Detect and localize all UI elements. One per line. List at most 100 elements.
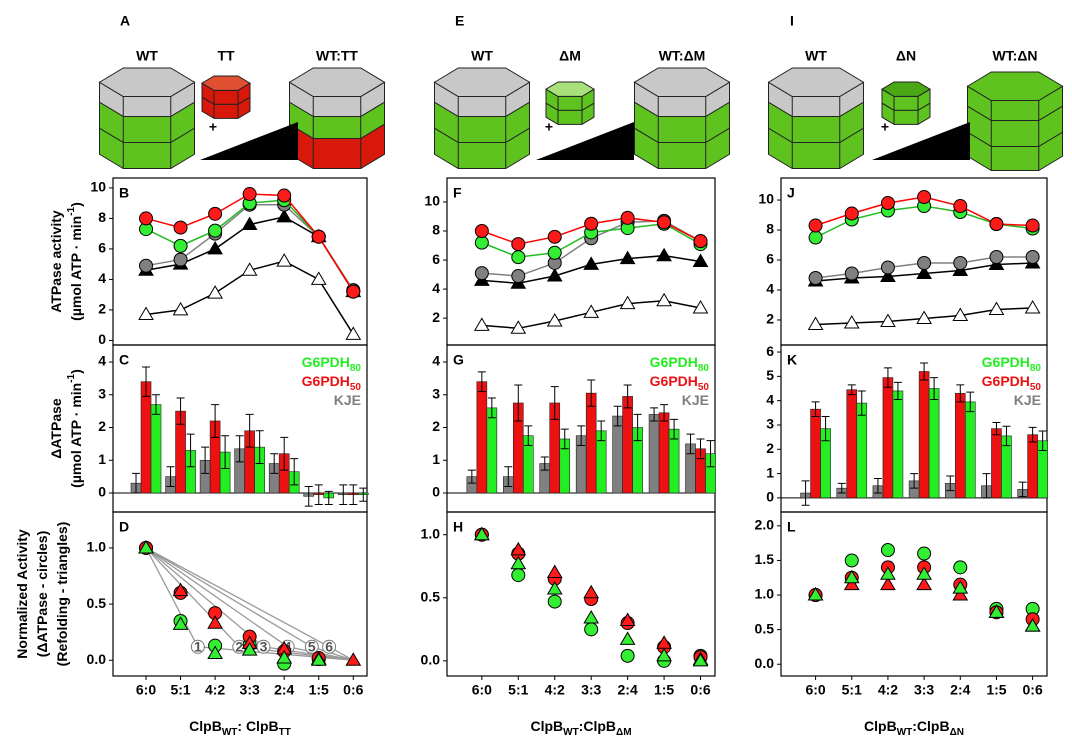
- x-tick-label: 6:0: [805, 682, 825, 698]
- error-bar: [339, 484, 348, 505]
- x-tick-label: 2:4: [950, 682, 970, 698]
- triangle-marker: [619, 631, 636, 645]
- panel-letter: J: [787, 185, 795, 201]
- error-bar: [540, 456, 549, 471]
- ratio-wedge: [872, 122, 970, 160]
- annotation: 5: [308, 638, 316, 654]
- x-tick-label: 2:4: [618, 682, 638, 698]
- legend-name: G6PDH: [982, 373, 1030, 389]
- bar: [892, 390, 904, 499]
- x-tick-label: 6:0: [136, 682, 156, 698]
- legend-subscript: 50: [350, 382, 362, 393]
- circle-marker: [1025, 250, 1040, 265]
- text-part: ΔM: [616, 727, 632, 738]
- circle-marker: [511, 250, 526, 265]
- error-bar: [801, 480, 810, 506]
- y-tick-label: 0.0: [755, 655, 775, 671]
- legend-entry: KJE: [1014, 392, 1041, 408]
- x-tick-label: 6:0: [472, 682, 492, 698]
- triangle-marker: [988, 604, 1005, 618]
- circle-marker: [547, 229, 562, 244]
- panel-letter: C: [119, 352, 129, 368]
- circle-marker: [208, 223, 223, 238]
- triangle-marker: [916, 265, 932, 279]
- circle-marker: [693, 234, 708, 249]
- x-tick-label: 2:4: [274, 682, 294, 698]
- triangle-marker: [807, 587, 824, 601]
- triangle-marker: [843, 569, 860, 584]
- triangle-marker: [207, 645, 223, 660]
- ring-illustration: [545, 81, 595, 125]
- triangle-marker: [241, 216, 258, 231]
- triangle-marker: [345, 326, 362, 340]
- error-bar: [883, 367, 892, 388]
- triangle-marker: [916, 566, 932, 580]
- triangle-marker: [583, 609, 600, 624]
- ring-top: [633, 67, 731, 97]
- error-bar: [847, 384, 856, 396]
- error-bar: [324, 490, 333, 505]
- plus-sign: +: [209, 119, 217, 135]
- y-tick-label: 5: [766, 367, 774, 383]
- annotation: 1: [194, 638, 202, 654]
- y-tick-label: 6: [432, 251, 440, 267]
- panel-letter: I: [790, 13, 794, 29]
- bar: [1027, 434, 1038, 499]
- y-tick-label: 0.0: [87, 651, 107, 667]
- y-tick-label: 1.5: [755, 551, 775, 567]
- triangle-marker: [546, 580, 563, 595]
- error-bar: [270, 453, 279, 474]
- y-axis-label: ATPase activity: [48, 210, 64, 313]
- error-bar: [811, 401, 820, 417]
- triangle-marker: [138, 306, 154, 320]
- triangle-marker: [988, 301, 1005, 315]
- x-axis-label: ClpBWT:ClpBΔN: [864, 718, 964, 738]
- triangle-marker: [916, 310, 932, 324]
- construct-title: ΔM: [559, 48, 581, 64]
- ring-top: [288, 67, 386, 97]
- ring-top: [767, 67, 865, 97]
- legend-name: G6PDH: [650, 354, 698, 370]
- construct-title: WT: [136, 48, 158, 64]
- legend-name: G6PDH: [302, 354, 350, 370]
- ring-top: [545, 81, 595, 97]
- triangle-marker: [843, 314, 860, 329]
- circle-marker: [808, 230, 823, 245]
- y-tick-label: 1.0: [87, 539, 107, 555]
- bar: [846, 389, 858, 499]
- triangle-marker: [619, 295, 636, 310]
- error-bar: [873, 477, 882, 494]
- circle-marker: [989, 250, 1004, 265]
- y-tick-label: 3: [98, 385, 106, 401]
- error-bar: [132, 472, 141, 494]
- construct-title: TT: [217, 48, 235, 64]
- circle-marker: [346, 284, 361, 299]
- plot-frame: [446, 511, 716, 677]
- legend-entry: KJE: [334, 392, 361, 408]
- circle-marker: [989, 217, 1004, 232]
- text-part: :ClpB: [579, 718, 616, 734]
- circle-marker: [584, 216, 599, 231]
- y-tick-label: 2: [98, 418, 106, 434]
- annotation-circle: [190, 639, 205, 654]
- text-part: ATPase activity: [48, 210, 64, 313]
- legend-entry: G6PDH50: [650, 373, 710, 393]
- error-bar: [487, 397, 496, 419]
- error-bar: [245, 413, 254, 448]
- plus-sign: +: [545, 119, 553, 135]
- text-part: WT: [563, 727, 579, 738]
- circle-marker: [844, 206, 859, 221]
- circle-marker: [1025, 218, 1040, 233]
- y-tick-label: 6: [98, 240, 106, 256]
- circle-marker: [620, 648, 635, 663]
- error-bar: [1028, 426, 1037, 443]
- y-tick-label: 2: [432, 418, 440, 434]
- triangle-marker: [619, 250, 636, 265]
- error-bar: [966, 391, 975, 413]
- error-bar: [821, 415, 830, 442]
- circle-marker: [917, 546, 932, 561]
- triangle-marker: [276, 208, 293, 223]
- circle-marker: [917, 255, 932, 270]
- plot-frame: [446, 177, 716, 346]
- triangle-marker: [241, 262, 258, 276]
